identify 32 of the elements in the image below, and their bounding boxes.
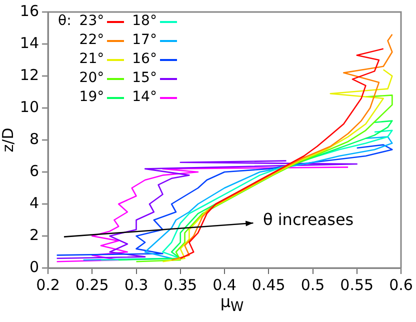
y-tick-label: 8 [29,130,39,148]
x-tick-label: 0.35 [164,276,198,294]
y-tick-label: 0 [29,258,39,276]
legend-label: 18° [132,12,157,31]
x-tick-label: 0.4 [212,276,236,294]
legend-label: 20° [79,69,104,88]
y-tick-label: 14 [20,34,39,52]
legend-title: θ: [58,12,72,31]
legend-label: 17° [132,31,157,50]
x-tick-label: 0.2 [36,276,60,294]
x-tick-label: 0.3 [124,276,148,294]
x-tick-label: 0.6 [389,276,413,294]
legend-label: 21° [79,50,104,69]
legend-label: 16° [132,50,157,69]
legend-label: 23° [79,12,104,31]
y-tick-label: 16 [20,2,39,20]
x-tick-label: 0.45 [252,276,286,294]
y-tick-label: 2 [29,226,39,244]
legend-label: 15° [132,69,157,88]
legend-label: 14° [132,88,157,107]
y-tick-label: 10 [20,98,39,116]
x-tick-label: 0.25 [75,276,109,294]
x-axis-title: μ$_{W}$ [219,292,245,316]
x-tick-label: 0.55 [340,276,374,294]
y-tick-label: 6 [29,162,39,180]
y-tick-label: 12 [20,66,39,84]
annotation: θ increases [262,210,354,229]
y-axis-title: z/D [0,128,17,152]
legend-label: 19° [79,88,104,107]
legend-label: 22° [79,31,104,50]
y-tick-label: 4 [29,194,39,212]
x-tick-label: 0.5 [300,276,325,294]
